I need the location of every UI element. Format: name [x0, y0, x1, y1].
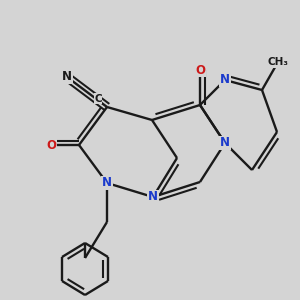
Text: N: N: [220, 74, 230, 86]
Text: N: N: [62, 70, 72, 83]
Text: O: O: [195, 64, 205, 76]
Text: C: C: [94, 94, 102, 103]
Text: N: N: [220, 136, 230, 149]
Text: CH₃: CH₃: [268, 57, 289, 67]
Text: N: N: [148, 190, 158, 203]
Text: N: N: [102, 176, 112, 190]
Text: O: O: [46, 139, 56, 152]
